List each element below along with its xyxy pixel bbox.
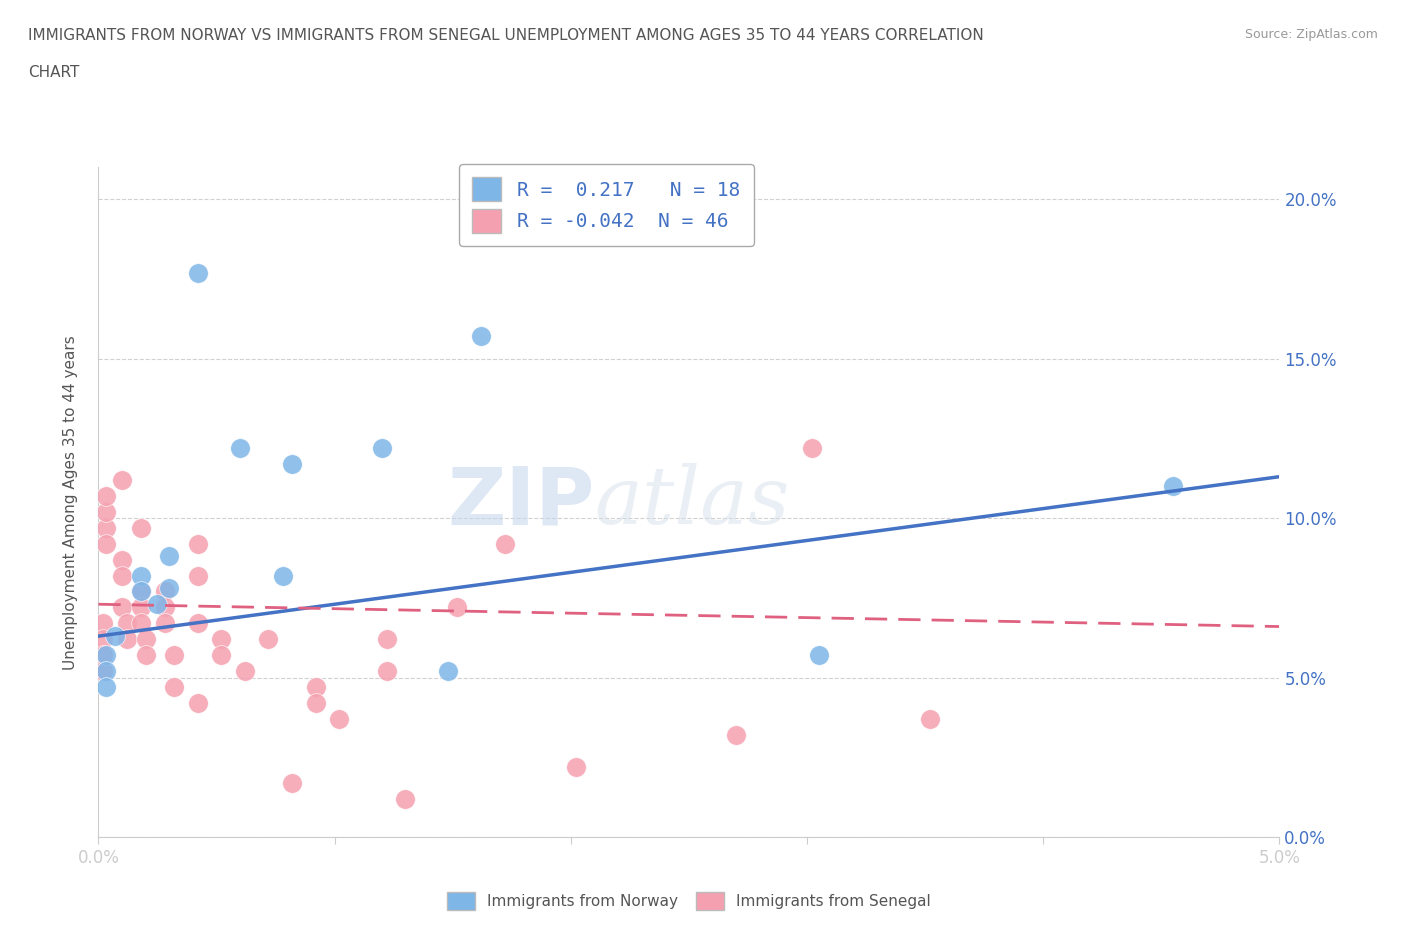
Point bbox=[271, 568, 294, 583]
Point bbox=[153, 600, 176, 615]
Point bbox=[394, 791, 416, 806]
Point bbox=[146, 597, 169, 612]
Point bbox=[187, 568, 209, 583]
Point bbox=[375, 631, 398, 646]
Point bbox=[94, 520, 117, 535]
Point bbox=[104, 629, 127, 644]
Point bbox=[129, 568, 152, 583]
Point bbox=[115, 616, 138, 631]
Point bbox=[281, 776, 304, 790]
Text: ZIP: ZIP bbox=[447, 463, 595, 541]
Point bbox=[1161, 479, 1184, 494]
Point bbox=[94, 664, 117, 679]
Point bbox=[94, 537, 117, 551]
Point bbox=[94, 504, 117, 519]
Point bbox=[91, 664, 114, 679]
Point bbox=[725, 727, 748, 742]
Point bbox=[111, 568, 134, 583]
Point bbox=[129, 616, 152, 631]
Point bbox=[111, 552, 134, 567]
Point bbox=[135, 648, 157, 663]
Point bbox=[229, 441, 252, 456]
Point bbox=[233, 664, 256, 679]
Point bbox=[305, 680, 328, 695]
Point bbox=[257, 631, 280, 646]
Point bbox=[187, 537, 209, 551]
Point bbox=[129, 520, 152, 535]
Point bbox=[91, 631, 114, 646]
Point bbox=[305, 696, 328, 711]
Point bbox=[494, 537, 516, 551]
Point bbox=[157, 581, 180, 596]
Point bbox=[328, 711, 350, 726]
Point bbox=[800, 441, 823, 456]
Point bbox=[111, 472, 134, 487]
Text: atlas: atlas bbox=[595, 463, 790, 541]
Point bbox=[446, 600, 468, 615]
Point bbox=[470, 329, 492, 344]
Point bbox=[371, 441, 394, 456]
Point bbox=[135, 631, 157, 646]
Point bbox=[157, 549, 180, 564]
Point bbox=[163, 680, 186, 695]
Point bbox=[111, 600, 134, 615]
Point bbox=[94, 680, 117, 695]
Point bbox=[94, 488, 117, 503]
Point bbox=[375, 664, 398, 679]
Point bbox=[187, 265, 209, 280]
Point bbox=[129, 584, 152, 599]
Point bbox=[129, 600, 152, 615]
Text: Source: ZipAtlas.com: Source: ZipAtlas.com bbox=[1244, 28, 1378, 41]
Point bbox=[281, 457, 304, 472]
Legend: Immigrants from Norway, Immigrants from Senegal: Immigrants from Norway, Immigrants from … bbox=[441, 885, 936, 916]
Point bbox=[94, 648, 117, 663]
Point bbox=[564, 760, 586, 775]
Text: IMMIGRANTS FROM NORWAY VS IMMIGRANTS FROM SENEGAL UNEMPLOYMENT AMONG AGES 35 TO : IMMIGRANTS FROM NORWAY VS IMMIGRANTS FRO… bbox=[28, 28, 984, 43]
Point bbox=[187, 616, 209, 631]
Point bbox=[209, 631, 232, 646]
Point bbox=[91, 616, 114, 631]
Point bbox=[209, 648, 232, 663]
Y-axis label: Unemployment Among Ages 35 to 44 years: Unemployment Among Ages 35 to 44 years bbox=[63, 335, 77, 670]
Point bbox=[115, 631, 138, 646]
Point bbox=[153, 584, 176, 599]
Point bbox=[163, 648, 186, 663]
Text: CHART: CHART bbox=[28, 65, 80, 80]
Point bbox=[91, 648, 114, 663]
Point bbox=[807, 648, 830, 663]
Point bbox=[437, 664, 460, 679]
Point bbox=[153, 616, 176, 631]
Point bbox=[129, 584, 152, 599]
Point bbox=[918, 711, 941, 726]
Point bbox=[187, 696, 209, 711]
